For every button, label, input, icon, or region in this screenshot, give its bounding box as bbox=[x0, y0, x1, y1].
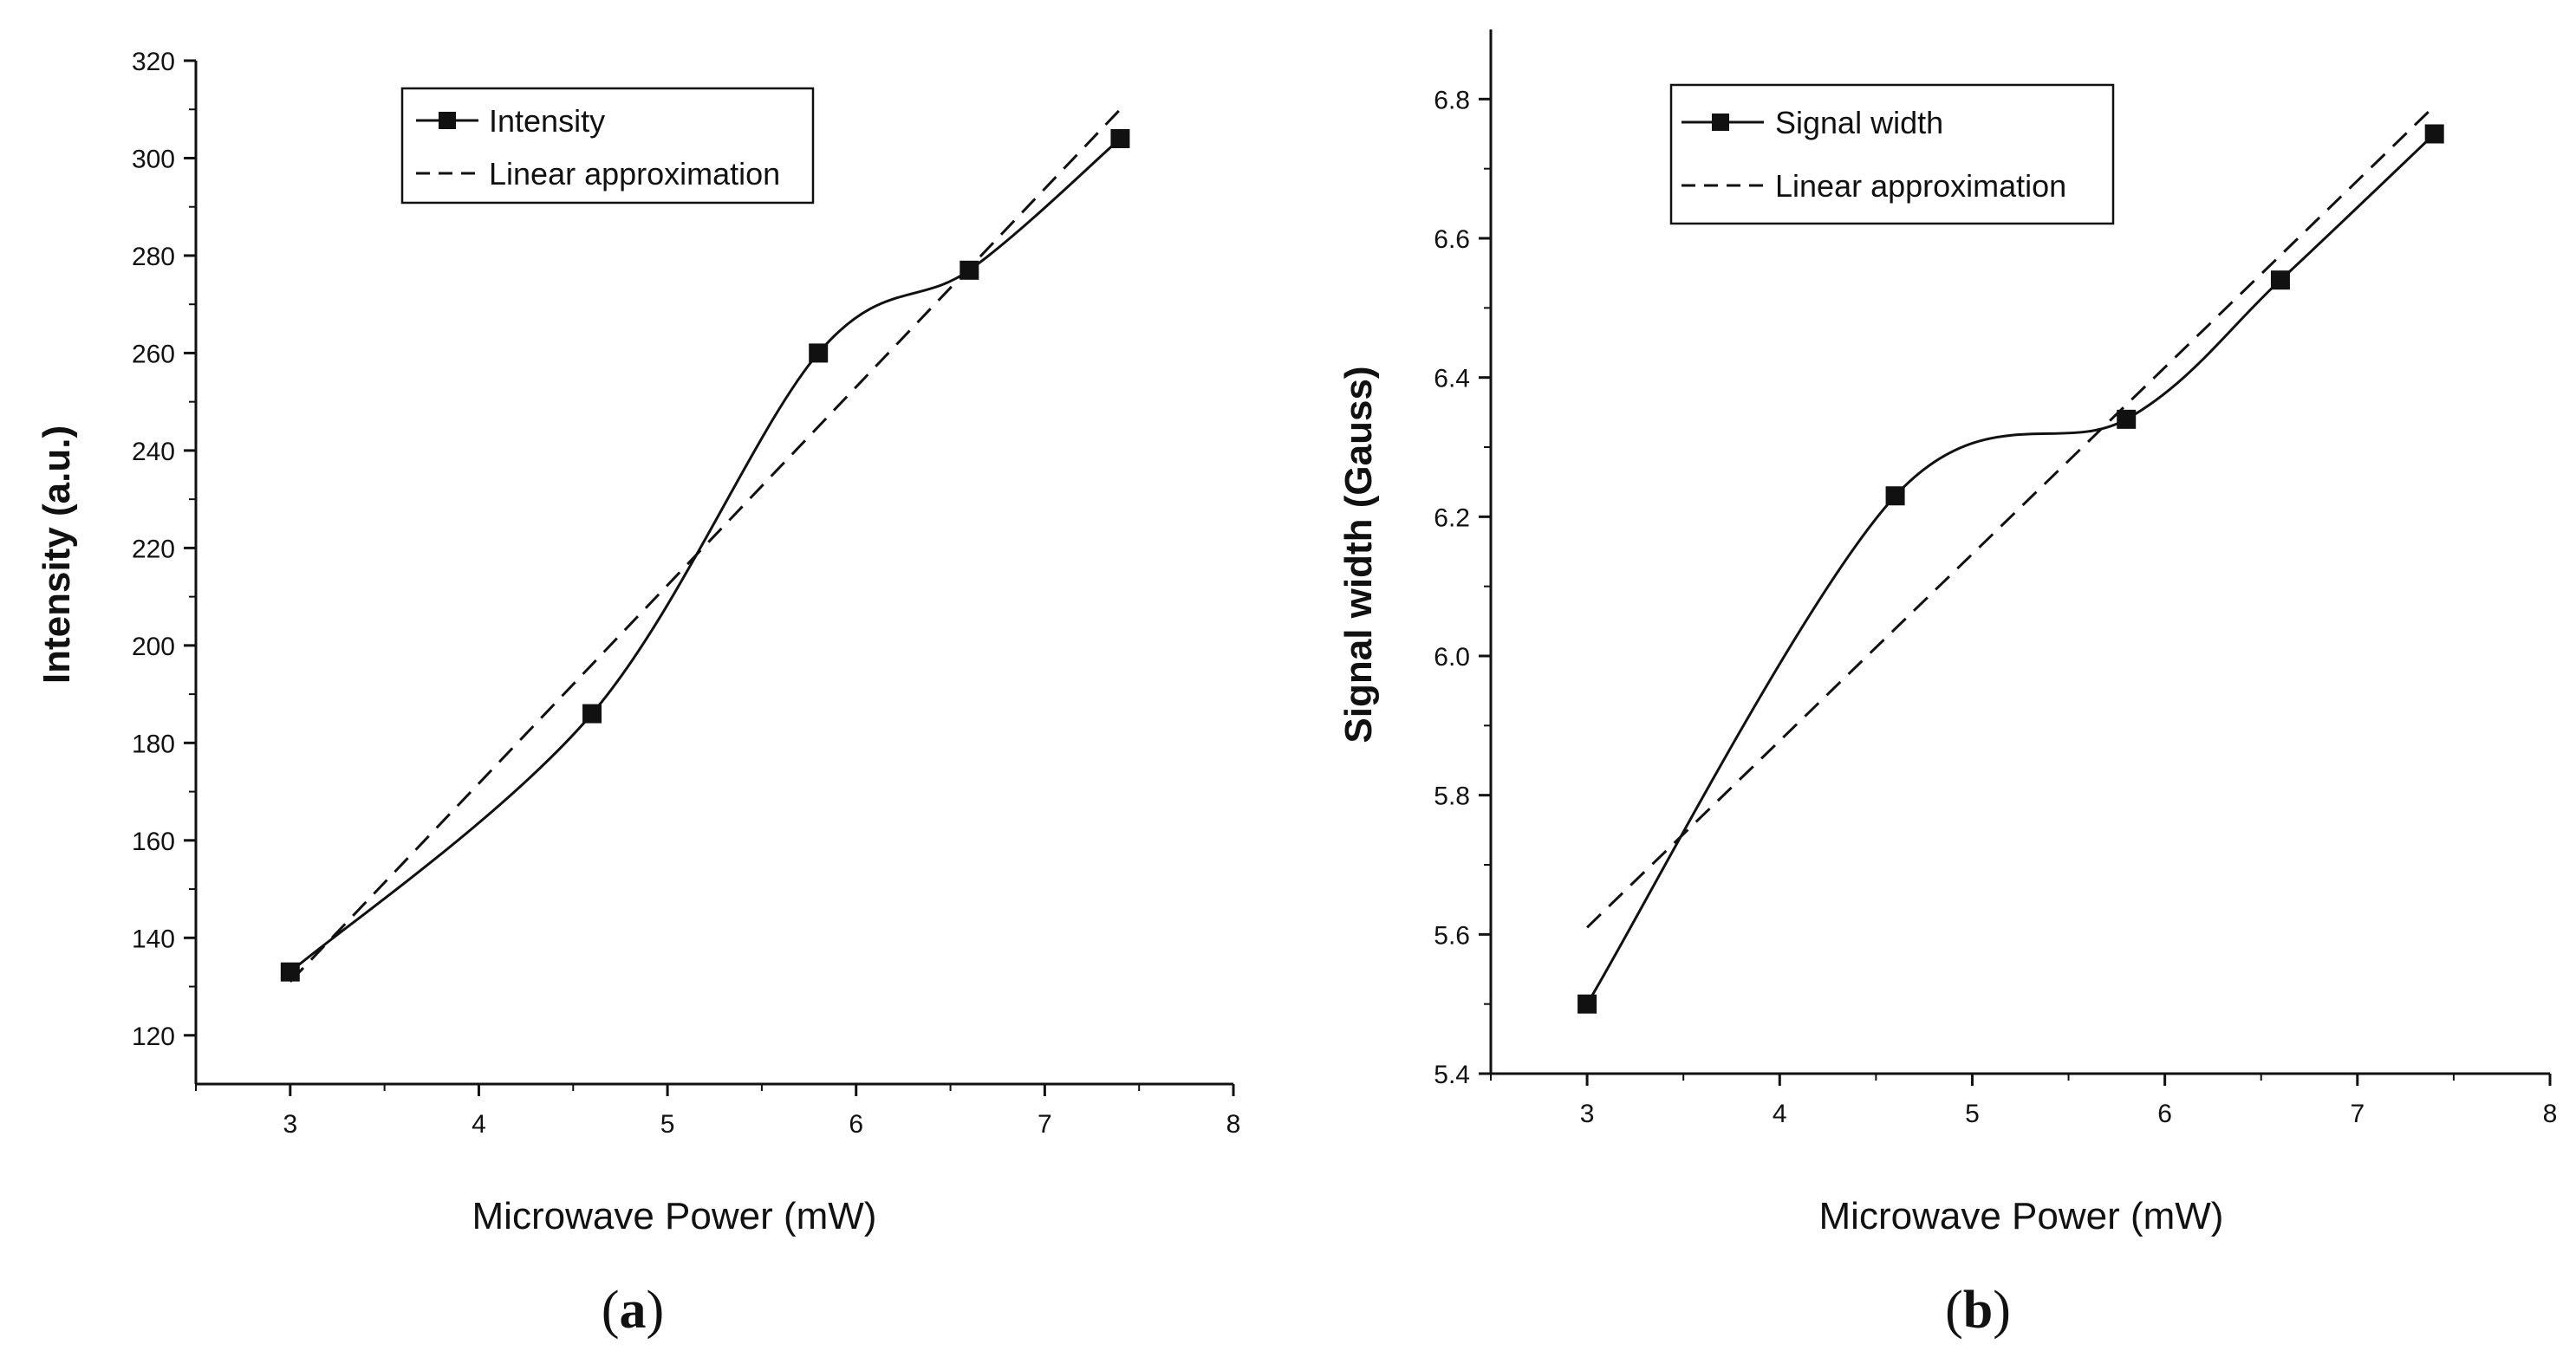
panel-a-y-tick-label: 200 bbox=[132, 633, 175, 661]
panel-a-linear-approximation-line bbox=[289, 108, 1122, 983]
panel-b-x-tick-label: 4 bbox=[1773, 1100, 1787, 1128]
panel-b-data-point bbox=[2117, 409, 2137, 429]
panel-b-y-tick-label: 6.2 bbox=[1434, 503, 1470, 532]
panel-a-label-close: ) bbox=[647, 1281, 665, 1340]
panel-b-x-tick-label: 3 bbox=[1580, 1100, 1595, 1128]
panel-b-data-line bbox=[1585, 133, 2436, 1005]
panel-a-y-tick-label: 320 bbox=[132, 48, 175, 76]
panel-b-y-tick-label: 5.6 bbox=[1434, 921, 1470, 950]
panel-b-label-open: ( bbox=[1945, 1281, 1963, 1340]
panel-a-x-tick-label: 3 bbox=[283, 1110, 297, 1139]
panel-a-series bbox=[280, 108, 1130, 983]
panel-a-x-axis-title: Microwave Power (mW) bbox=[472, 1195, 877, 1237]
panel-a-data-line bbox=[289, 137, 1122, 973]
panel-b-y-tick-label: 5.4 bbox=[1434, 1061, 1470, 1089]
panel-a-y-tick-label: 180 bbox=[132, 730, 175, 758]
panel-a-legend-item-linear: Linear approximation bbox=[489, 156, 780, 192]
panel-a-data-point bbox=[959, 260, 979, 280]
panel-b-y-tick-label: 6.8 bbox=[1434, 86, 1470, 114]
panel-b-y-tick-label: 6.0 bbox=[1434, 643, 1470, 672]
panel-b-label-letter: b bbox=[1963, 1281, 1993, 1340]
panel-a-chart: 3 4 5 6 7 8120140160180200220240260280300320 … bbox=[36, 48, 1240, 1340]
panel-a-legend-item-intensity: Intensity bbox=[489, 103, 605, 139]
panel-b-series bbox=[1577, 105, 2444, 1014]
panel-a-y-tick-label: 160 bbox=[132, 828, 175, 856]
panel-b-y-tick-label: 6.4 bbox=[1434, 365, 1470, 393]
panel-a-y-tick-label: 280 bbox=[132, 243, 175, 271]
panel-b-label-close: ) bbox=[1993, 1281, 2011, 1340]
panel-a-data-point bbox=[280, 962, 300, 982]
panel-b-axes bbox=[1489, 29, 2550, 1075]
panel-a-label-letter: a bbox=[620, 1281, 647, 1340]
panel-b-legend-marker-swatch bbox=[1712, 114, 1729, 131]
panel-b-data-point bbox=[1885, 486, 1905, 506]
panel-b-legend-box bbox=[1669, 83, 2115, 225]
panel-b-legend-item-signal-width: Signal width bbox=[1775, 105, 1943, 140]
panel-a-y-tick-label: 300 bbox=[132, 145, 175, 173]
panel-a-data-point bbox=[809, 343, 829, 363]
panel-a-x-tick-label: 5 bbox=[660, 1110, 675, 1139]
panel-a-label-open: ( bbox=[602, 1281, 620, 1340]
panel-b-x-axis-title: Microwave Power (mW) bbox=[1819, 1195, 2224, 1237]
panel-b-x-tick-label: 5 bbox=[1965, 1100, 1980, 1128]
panel-b-x-tick-label: 8 bbox=[2543, 1100, 2558, 1128]
panel-a-legend-marker-swatch bbox=[439, 112, 456, 129]
panel-b-data-point bbox=[1577, 994, 1597, 1014]
panel-a-y-tick-label: 240 bbox=[132, 438, 175, 466]
panel-a-x-tick-label: 6 bbox=[849, 1110, 863, 1139]
panel-b-y-tick-label: 6.6 bbox=[1434, 225, 1470, 254]
panel-a-y-tick-label: 140 bbox=[132, 925, 175, 953]
panel-a-y-tick-label: 220 bbox=[132, 535, 175, 563]
panel-b-chart: 3 4 5 6 7 8 5.4 5.6 5.8 6.0 6.2 6.4 6.6 6.8 Microwave… bbox=[1337, 29, 2557, 1340]
panel-a-ticks: 3 4 5 6 7 8 120 140 160 180 200 220 240 260 280 300 320 bbox=[132, 48, 1240, 1139]
panel-a-data-point bbox=[582, 704, 602, 724]
panel-b-x-tick-label: 7 bbox=[2350, 1100, 2365, 1128]
panel-a-y-tick-label: 260 bbox=[132, 340, 175, 368]
panel-b-label: (b) bbox=[1945, 1281, 2011, 1340]
panel-a-data-point bbox=[1110, 128, 1130, 148]
panel-a-x-tick-label: 4 bbox=[472, 1110, 486, 1139]
panel-a-axes bbox=[194, 61, 1233, 1086]
panel-b-y-axis-title: Signal width (Gauss) bbox=[1337, 366, 1380, 743]
panel-b-data-point bbox=[2424, 124, 2444, 144]
panel-a-y-tick-label: 120 bbox=[132, 1023, 175, 1051]
panel-b-y-tick-label: 5.8 bbox=[1434, 782, 1470, 811]
panel-a-x-tick-label: 8 bbox=[1226, 1110, 1241, 1139]
panel-b-data-point bbox=[2270, 270, 2290, 290]
panel-b-legend: Signal width Linear approximation bbox=[1669, 83, 2115, 225]
panel-b-linear-approximation-line bbox=[1586, 105, 2436, 929]
panel-b-legend-item-linear: Linear approximation bbox=[1775, 168, 2066, 204]
panel-b-ticks: 3 4 5 6 7 8 5.4 5.6 5.8 6.0 6.2 6.4 6.6 6.8 bbox=[1434, 86, 2557, 1128]
panel-a-legend: Intensity Linear approximation bbox=[400, 87, 815, 205]
panel-b-x-tick-label: 6 bbox=[2157, 1100, 2172, 1128]
panel-a-x-tick-label: 7 bbox=[1038, 1110, 1052, 1139]
panel-a-y-axis-title: Intensity (a.u.) bbox=[36, 425, 78, 684]
panel-a-label: (a) bbox=[602, 1281, 664, 1340]
panel-a-legend-box bbox=[400, 87, 815, 205]
